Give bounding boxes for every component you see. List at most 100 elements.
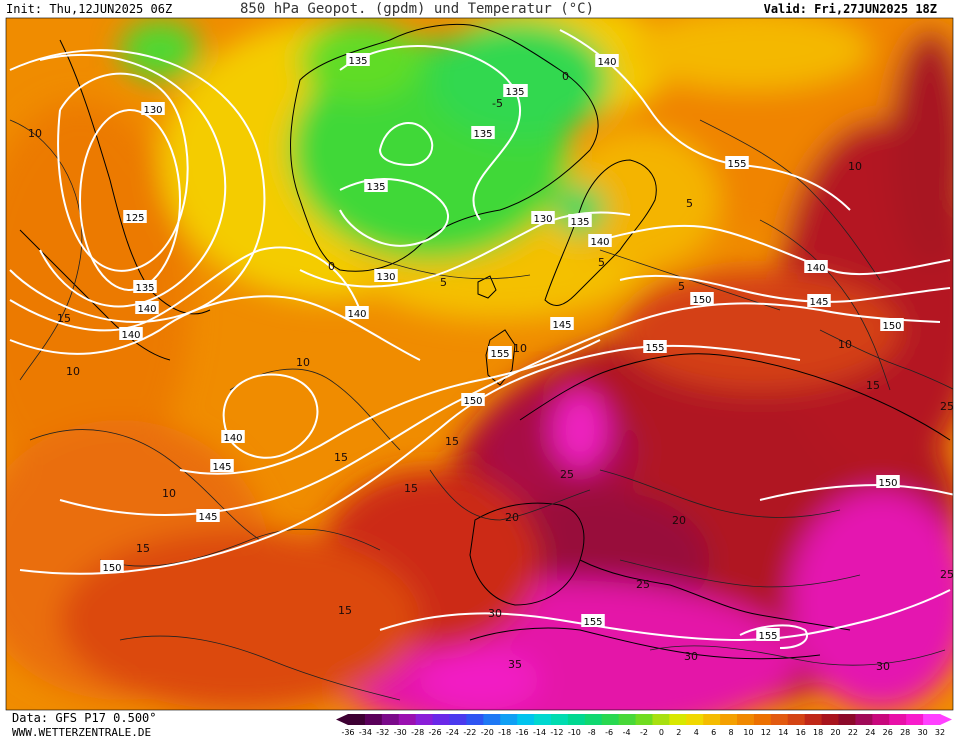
temperature-label: 15 <box>338 604 352 617</box>
geopotential-label: 130 <box>531 211 555 225</box>
temperature-label: 10 <box>513 342 527 355</box>
baffin-coast <box>59 39 211 315</box>
geopotential-label: 145 <box>196 509 220 523</box>
geopotential-label: 155 <box>643 340 667 354</box>
geopotential-label: 140 <box>221 430 245 444</box>
data-source: Data: GFS P17 0.500° <box>12 711 157 725</box>
geopotential-label: 125 <box>123 210 147 224</box>
temperature-labels: 10 10 10 10 10 10 10 15 15 15 15 15 15 15 20 20 25 25 25 25… <box>28 70 954 673</box>
temperature-label: 20 <box>505 511 519 524</box>
map-frame <box>5 17 954 711</box>
svg-text:135: 135 <box>135 283 154 294</box>
isohypses <box>9 29 953 649</box>
geopotential-labels: 1251301301301301351351351351351351401401… <box>100 53 904 642</box>
temperature-label: 10 <box>28 127 42 140</box>
geopotential-label: 155 <box>581 614 605 628</box>
isohypse-130-west <box>39 53 227 308</box>
svg-text:125: 125 <box>125 213 144 224</box>
temperature-label: 25 <box>940 568 954 581</box>
geopotential-label: 135 <box>133 280 157 294</box>
svg-text:130: 130 <box>143 105 162 116</box>
temperature-label: 25 <box>940 400 954 413</box>
isohypse-155-south <box>19 344 801 575</box>
isohypse-140-west <box>9 246 361 332</box>
isotherms <box>9 119 953 701</box>
geopotential-label: 140 <box>588 234 612 248</box>
valid-time: Valid: Fri,27JUN2025 18Z <box>763 2 937 16</box>
geopotential-label: 150 <box>461 393 485 407</box>
geopotential-label: 135 <box>364 179 388 193</box>
svg-text:135: 135 <box>366 182 385 193</box>
isohypse-145-east <box>619 274 951 303</box>
temperature-label: 10 <box>162 487 176 500</box>
geopotential-label: 130 <box>374 269 398 283</box>
europe-coast <box>519 353 951 441</box>
temperature-label: 25 <box>636 578 650 591</box>
svg-text:130: 130 <box>376 272 395 283</box>
geopotential-label: 135 <box>503 84 527 98</box>
temperature-label: 0 <box>562 70 569 83</box>
isohypse-135-west <box>9 49 266 323</box>
init-time: Init: Thu,12JUN2025 06Z <box>6 2 173 16</box>
geopotential-label: 150 <box>880 318 904 332</box>
svg-text:135: 135 <box>348 56 367 67</box>
temperature-label: 10 <box>848 160 862 173</box>
geopotential-label: 135 <box>568 214 592 228</box>
svg-text:150: 150 <box>882 321 901 332</box>
temperature-label: 15 <box>334 451 348 464</box>
temperature-label: 15 <box>57 312 71 325</box>
temperature-label: 10 <box>66 365 80 378</box>
geopotential-label: 155 <box>488 346 512 360</box>
temperature-label: 10 <box>838 338 852 351</box>
geopotential-label: 135 <box>471 126 495 140</box>
geopotential-label: 145 <box>210 459 234 473</box>
svg-text:155: 155 <box>490 349 509 360</box>
temperature-label: 15 <box>404 482 418 495</box>
svg-text:155: 155 <box>758 631 777 642</box>
geopotential-label: 140 <box>345 306 369 320</box>
svg-text:140: 140 <box>121 330 140 341</box>
temperature-label: 0 <box>328 260 335 273</box>
low-center-125 <box>79 109 181 291</box>
isohypse-135-greenland <box>339 178 450 247</box>
africa-coast <box>469 627 821 660</box>
geopotential-label: 150 <box>690 292 714 306</box>
temperature-label: 25 <box>560 468 574 481</box>
temperature-label: 5 <box>686 197 693 210</box>
temperature-label: 30 <box>488 607 502 620</box>
temperature-label: 30 <box>876 660 890 673</box>
svg-text:155: 155 <box>727 159 746 170</box>
svg-text:155: 155 <box>645 343 664 354</box>
svg-text:140: 140 <box>137 304 156 315</box>
map-title: 850 hPa Geopot. (gpdm) und Temperatur (°… <box>240 1 595 17</box>
svg-text:140: 140 <box>806 263 825 274</box>
svg-text:135: 135 <box>570 217 589 228</box>
isohypse-145-west <box>9 295 421 361</box>
isohypse-145-south <box>179 339 601 475</box>
geopotential-label: 130 <box>141 102 165 116</box>
svg-text:145: 145 <box>212 462 231 473</box>
svg-text:135: 135 <box>473 129 492 140</box>
isohypse-high-north <box>378 121 434 167</box>
geopotential-label: 140 <box>135 301 159 315</box>
svg-text:150: 150 <box>692 295 711 306</box>
isohypse-west-ring <box>57 72 189 272</box>
svg-text:155: 155 <box>583 617 602 628</box>
svg-text:140: 140 <box>590 237 609 248</box>
isohypse-140-east <box>599 224 951 276</box>
geopotential-label: 155 <box>756 628 780 642</box>
temperature-label: 35 <box>508 658 522 671</box>
iceland-coast <box>477 275 497 299</box>
temperature-label: 5 <box>678 280 685 293</box>
svg-text:135: 135 <box>505 87 524 98</box>
labrador-coast <box>19 229 171 361</box>
geopotential-label: 140 <box>595 54 619 68</box>
svg-text:145: 145 <box>552 320 571 331</box>
geopotential-label: 145 <box>807 294 831 308</box>
svg-text:140: 140 <box>347 309 366 320</box>
temperature-label: 5 <box>598 256 605 269</box>
isohypse-140-low <box>222 373 319 459</box>
svg-text:145: 145 <box>198 512 217 523</box>
geopotential-label: 155 <box>725 156 749 170</box>
geopotential-label: 150 <box>876 475 900 489</box>
